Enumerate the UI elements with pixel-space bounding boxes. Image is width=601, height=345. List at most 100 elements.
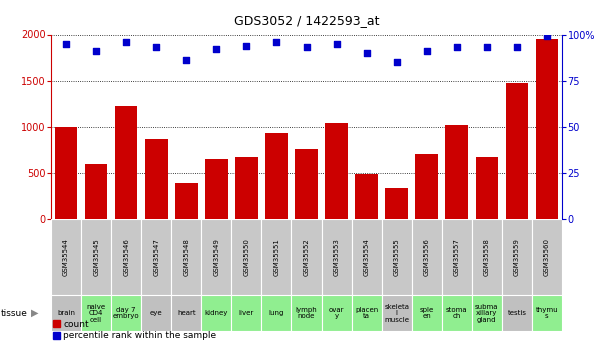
Text: thymu
s: thymu s <box>535 307 558 319</box>
Bar <box>265 133 288 219</box>
Point <box>332 41 341 47</box>
Point <box>392 59 401 65</box>
Bar <box>472 219 502 295</box>
Bar <box>382 219 412 295</box>
Point <box>362 50 371 56</box>
Point <box>542 33 552 39</box>
Bar <box>231 295 261 331</box>
Bar <box>355 174 378 219</box>
Text: ovar
y: ovar y <box>329 307 344 319</box>
Bar <box>535 39 558 219</box>
Text: GSM35544: GSM35544 <box>63 238 69 276</box>
Bar <box>261 295 291 331</box>
Text: GSM35557: GSM35557 <box>454 238 460 276</box>
Text: GSM35547: GSM35547 <box>153 238 159 276</box>
Bar <box>382 295 412 331</box>
Bar <box>51 295 81 331</box>
Bar <box>322 219 352 295</box>
Bar <box>415 154 438 219</box>
Text: GSM35545: GSM35545 <box>93 238 99 276</box>
Bar <box>111 295 141 331</box>
Point <box>272 39 281 45</box>
Point <box>482 45 492 50</box>
Text: day 7
embryо: day 7 embryо <box>113 307 139 319</box>
Bar <box>141 295 171 331</box>
Text: naive
CD4
cell: naive CD4 cell <box>87 304 106 323</box>
Bar <box>442 219 472 295</box>
Bar <box>205 159 228 219</box>
Point <box>452 45 462 50</box>
Text: heart: heart <box>177 310 195 316</box>
Legend: count, percentile rank within the sample: count, percentile rank within the sample <box>53 320 216 341</box>
Point <box>121 39 131 45</box>
Bar <box>532 295 562 331</box>
Bar <box>171 295 201 331</box>
Bar <box>505 83 528 219</box>
Point <box>61 41 71 47</box>
Bar <box>201 219 231 295</box>
Text: GSM35559: GSM35559 <box>514 238 520 276</box>
Bar <box>141 219 171 295</box>
Point <box>182 58 191 63</box>
Bar <box>85 164 108 219</box>
Bar <box>502 295 532 331</box>
Text: placen
ta: placen ta <box>355 307 378 319</box>
Point <box>242 43 251 48</box>
Text: tissue: tissue <box>1 308 28 318</box>
Text: GSM35549: GSM35549 <box>213 238 219 276</box>
Text: GSM35558: GSM35558 <box>484 238 490 276</box>
Text: lung: lung <box>269 310 284 316</box>
Bar <box>325 123 348 219</box>
Bar <box>412 219 442 295</box>
Bar <box>51 219 81 295</box>
Point <box>512 45 522 50</box>
Text: GSM35548: GSM35548 <box>183 238 189 276</box>
Bar <box>475 157 498 219</box>
Text: eye: eye <box>150 310 163 316</box>
Bar <box>352 219 382 295</box>
Bar <box>322 295 352 331</box>
Bar <box>442 295 472 331</box>
Bar <box>472 295 502 331</box>
Text: GSM35556: GSM35556 <box>424 238 430 276</box>
Text: GSM35554: GSM35554 <box>364 238 370 276</box>
Text: stoma
ch: stoma ch <box>446 307 468 319</box>
Bar <box>115 106 138 219</box>
Bar <box>385 188 408 219</box>
Point <box>91 48 101 54</box>
Bar <box>145 139 168 219</box>
Text: sple
en: sple en <box>419 307 434 319</box>
Bar <box>412 295 442 331</box>
Text: brain: brain <box>57 310 75 316</box>
Point <box>212 47 221 52</box>
Text: skeleta
l
muscle: skeleta l muscle <box>384 304 409 323</box>
Bar <box>532 219 562 295</box>
Point <box>302 45 311 50</box>
Point <box>151 45 161 50</box>
Text: kidney: kidney <box>205 310 228 316</box>
Text: GSM35553: GSM35553 <box>334 238 340 276</box>
Text: testis: testis <box>507 310 526 316</box>
Text: GSM35550: GSM35550 <box>243 238 249 276</box>
Bar <box>231 219 261 295</box>
Text: ▶: ▶ <box>31 308 38 318</box>
Text: liver: liver <box>239 310 254 316</box>
Bar <box>235 157 258 219</box>
Bar <box>352 295 382 331</box>
Text: GSM35551: GSM35551 <box>273 238 279 276</box>
Bar <box>291 219 322 295</box>
Bar <box>81 219 111 295</box>
Bar <box>445 125 468 219</box>
Point <box>422 48 432 54</box>
Bar <box>295 149 318 219</box>
Bar <box>175 183 198 219</box>
Bar <box>55 127 78 219</box>
Text: lymph
node: lymph node <box>296 307 317 319</box>
Bar <box>81 295 111 331</box>
Text: GSM35555: GSM35555 <box>394 238 400 276</box>
Bar <box>111 219 141 295</box>
Bar <box>502 219 532 295</box>
Bar <box>291 295 322 331</box>
Bar <box>261 219 291 295</box>
Bar <box>201 295 231 331</box>
